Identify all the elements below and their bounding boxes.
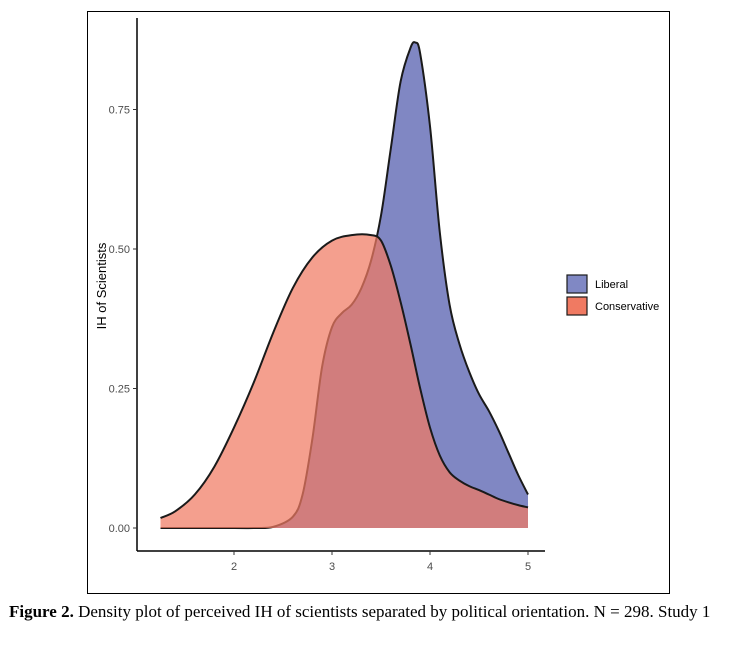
y-tick-label: 0.00 <box>109 523 130 535</box>
x-axis-ticks: 2 3 4 5 <box>231 551 531 573</box>
figure-caption: Figure 2. Density plot of perceived IH o… <box>9 600 744 624</box>
legend-label-conservative: Conservative <box>595 301 659 313</box>
density-areas <box>160 41 529 530</box>
y-tick-label: 0.25 <box>109 384 130 396</box>
y-tick-label: 0.75 <box>109 105 130 117</box>
legend-swatch-conservative <box>566 296 588 316</box>
x-tick-label: 2 <box>231 561 237 573</box>
density-area-liberal <box>160 42 528 529</box>
y-tick-label: 0.50 <box>109 244 130 256</box>
y-axis-ticks: 0.00 0.25 0.50 0.75 <box>109 105 137 535</box>
caption-text: Density plot of perceived IH of scientis… <box>73 602 711 621</box>
density-chart: 0.00 0.25 0.50 0.75 2 3 4 5 IH of Scientists L… <box>94 18 659 573</box>
legend-swatch-liberal <box>566 274 588 294</box>
x-tick-label: 5 <box>525 561 531 573</box>
x-tick-label: 3 <box>329 561 335 573</box>
density-area-conservative <box>160 234 528 528</box>
y-axis-title: IH of Scientists <box>94 242 109 329</box>
legend: Liberal Conservative <box>566 274 659 316</box>
caption-label: Figure 2. <box>9 602 74 621</box>
x-tick-label: 4 <box>427 561 433 573</box>
density-line-conservative <box>160 233 529 519</box>
legend-label-liberal: Liberal <box>595 279 628 291</box>
